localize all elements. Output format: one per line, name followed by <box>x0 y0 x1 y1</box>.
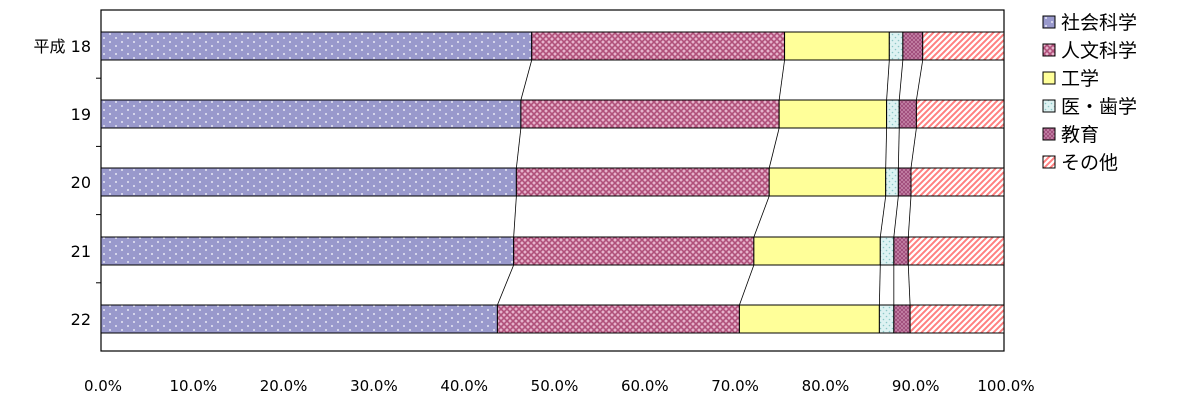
bar-segment <box>513 236 755 266</box>
bar-segment <box>893 304 911 334</box>
bar-segment <box>100 167 517 197</box>
bar-segment <box>520 99 780 129</box>
bar-segment <box>886 99 900 129</box>
x-tick-label: 100.0% <box>977 377 1034 395</box>
legend-swatch <box>1042 155 1056 169</box>
bar-segment <box>784 31 890 61</box>
series-line <box>778 59 785 101</box>
series-line <box>513 195 517 238</box>
series-line <box>885 127 888 169</box>
bar-segment <box>909 304 1005 334</box>
bar-segment <box>100 236 515 266</box>
category-label: 21 <box>71 242 91 261</box>
legend-label: 工学 <box>1061 68 1099 90</box>
series-line <box>768 127 780 169</box>
bar-segment <box>915 99 1005 129</box>
bar-segment <box>893 236 909 266</box>
legend-label: 教育 <box>1061 124 1099 146</box>
series-line <box>910 127 917 169</box>
x-tick-label: 0.0% <box>84 377 122 395</box>
series-line <box>753 195 770 238</box>
bar-segment <box>879 236 895 266</box>
bar-segment <box>531 31 786 61</box>
bar-segment <box>907 236 1005 266</box>
bar-segment <box>100 31 533 61</box>
series-line <box>897 127 900 169</box>
category-label: 20 <box>71 173 91 192</box>
x-tick-label: 20.0% <box>260 377 308 395</box>
legend-swatch <box>1042 43 1056 57</box>
bar-segment <box>100 304 498 334</box>
series-line <box>907 264 911 306</box>
series-line <box>916 59 924 101</box>
legend-swatch <box>1042 71 1056 85</box>
bar-segment <box>910 167 1005 197</box>
legend-label: 人文科学 <box>1061 40 1137 62</box>
series-line <box>878 264 881 306</box>
bar-segment <box>515 167 770 197</box>
bar-segment <box>753 236 881 266</box>
legend-label: 社会科学 <box>1061 12 1137 34</box>
series-line <box>886 59 890 101</box>
bar-segment <box>496 304 740 334</box>
legend-label: 医・歯学 <box>1061 96 1137 118</box>
series-line <box>739 264 755 306</box>
x-tick-label: 10.0% <box>169 377 217 395</box>
bar-segment <box>902 31 924 61</box>
bar-segment <box>922 31 1005 61</box>
bar-segment <box>897 167 912 197</box>
x-tick-label: 60.0% <box>621 377 669 395</box>
legend-swatch <box>1042 127 1056 141</box>
bar-segment <box>768 167 887 197</box>
bar-segment <box>100 99 522 129</box>
legend-swatch <box>1042 15 1056 29</box>
bar-segment <box>738 304 880 334</box>
series-line <box>898 59 904 101</box>
series-line <box>907 195 912 238</box>
series-line <box>497 264 515 306</box>
series-line <box>893 195 899 238</box>
x-tick-label: 90.0% <box>892 377 940 395</box>
x-tick-label: 30.0% <box>350 377 398 395</box>
x-tick-label: 50.0% <box>531 377 579 395</box>
bar-segment <box>878 304 895 334</box>
x-tick-label: 80.0% <box>802 377 850 395</box>
series-line <box>520 59 533 101</box>
legend-swatch <box>1042 99 1056 113</box>
bar-segment <box>898 99 917 129</box>
series-line <box>879 195 887 238</box>
x-tick-label: 40.0% <box>440 377 488 395</box>
legend-label: その他 <box>1061 152 1118 174</box>
bar-segment <box>885 167 899 197</box>
category-label: 22 <box>71 310 91 329</box>
category-label: 平成 18 <box>34 37 91 56</box>
series-line <box>515 127 522 169</box>
bar-segment <box>888 31 904 61</box>
category-label: 19 <box>71 105 91 124</box>
x-tick-label: 70.0% <box>711 377 759 395</box>
bar-segment <box>778 99 888 129</box>
